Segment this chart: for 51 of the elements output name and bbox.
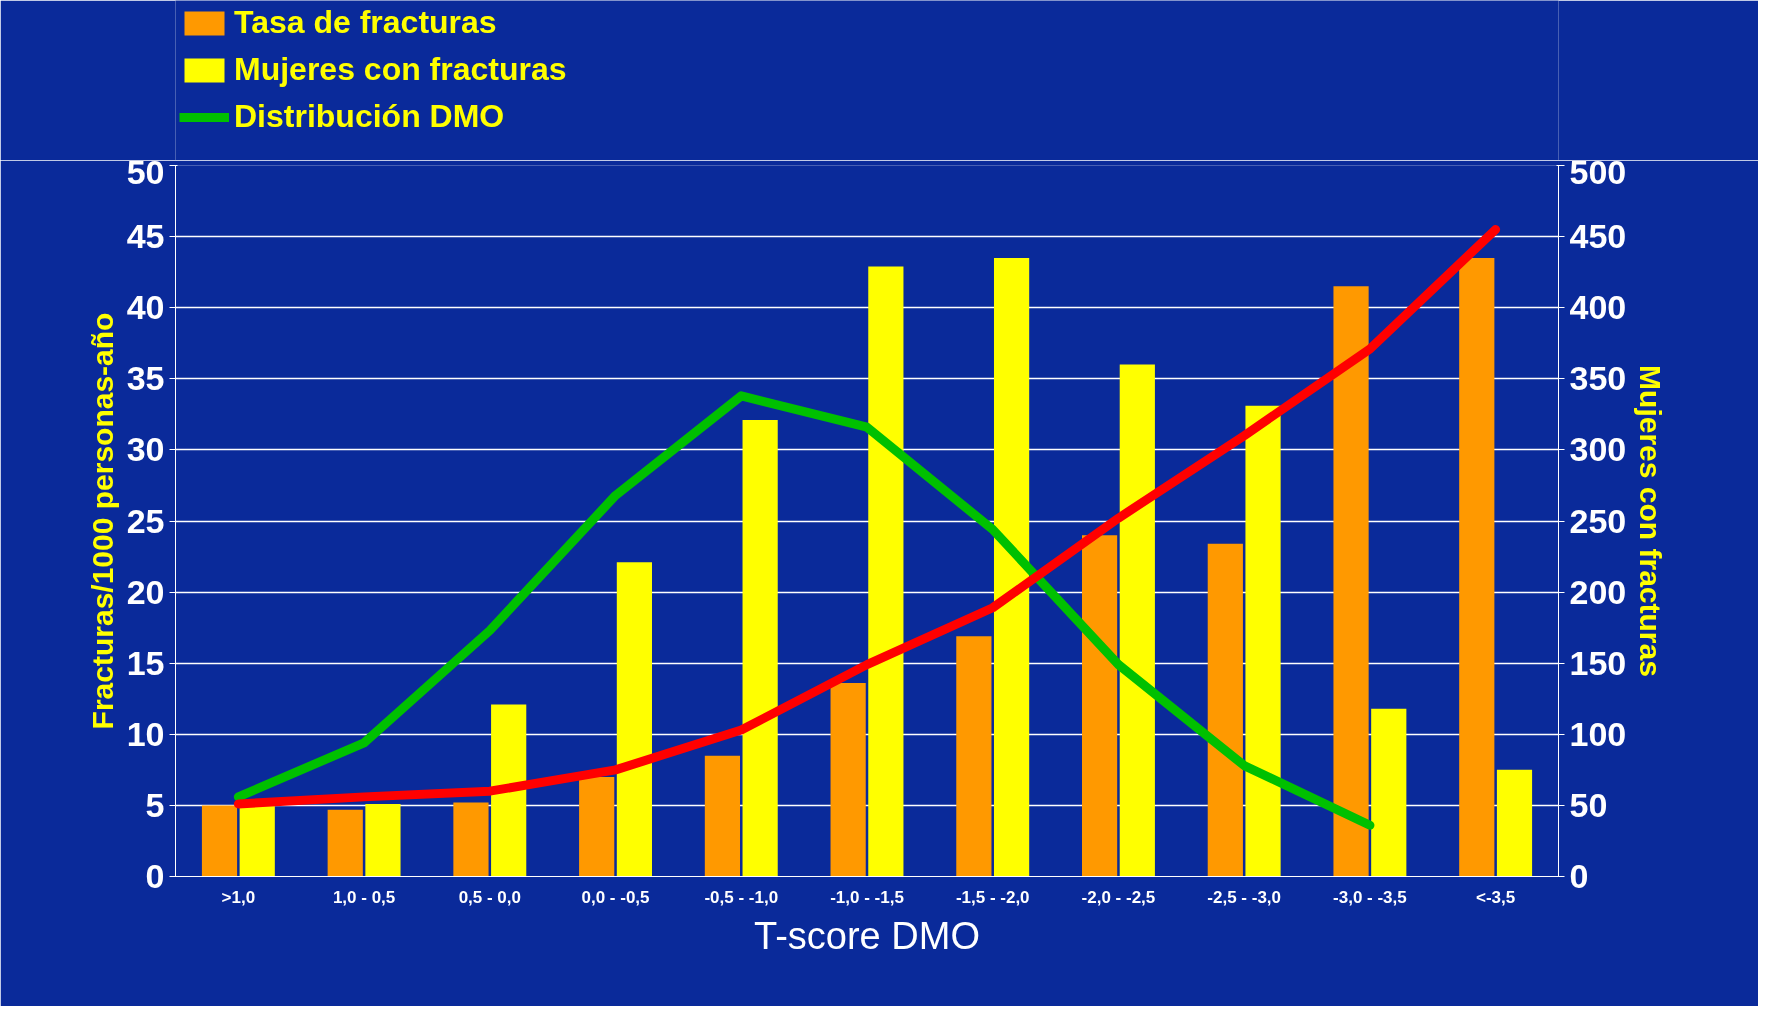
y-tick-label: 40 [126, 288, 165, 327]
y-tick-label: 35 [126, 359, 165, 398]
bar [1371, 708, 1407, 877]
x-tick-label: >1,0 [221, 887, 256, 907]
y2-tick-label: 350 [1569, 359, 1627, 398]
y-axis-title: Fracturas/1000 personas-año [85, 312, 119, 730]
y-tick-label: 10 [126, 714, 165, 753]
y-tick-label: 15 [126, 643, 165, 682]
bar [616, 562, 653, 877]
y2-tick-label: 500 [1569, 152, 1627, 191]
x-tick-label: 0,0 - -0,5 [581, 887, 650, 907]
bar [1333, 286, 1369, 877]
y2-tick-label: 0 [1569, 857, 1589, 895]
y-tick-label: 25 [126, 501, 165, 540]
bar [868, 266, 904, 877]
bar [704, 755, 741, 877]
legend-label: Mujeres con fracturas [234, 51, 567, 88]
y-tick-label: 45 [126, 217, 165, 256]
x-axis-title: T-score DMO [754, 914, 980, 957]
y-tick-label: 50 [126, 152, 165, 191]
bar [1496, 769, 1533, 877]
bar [579, 776, 615, 877]
y-tick-label: 0 [145, 857, 165, 895]
x-tick-label: -1,5 - -2,0 [955, 887, 1030, 907]
x-tick-label: -3,0 - -3,5 [1333, 887, 1407, 907]
x-tick-label: -2,0 - -2,5 [1081, 887, 1156, 907]
bar [742, 420, 778, 877]
y-tick-label: 5 [145, 785, 165, 824]
y2-tick-label: 450 [1569, 217, 1627, 256]
legend-label: Tasa de fracturas [234, 4, 497, 41]
bar [1459, 257, 1495, 877]
bar [993, 257, 1030, 877]
y2-tick-label: 50 [1569, 785, 1608, 824]
bar [491, 704, 527, 877]
x-tick-label: 1,0 - 0,5 [332, 887, 396, 907]
x-tick-label: -2,5 - -3,0 [1207, 887, 1282, 907]
legend-label: Distribución DMO [234, 98, 505, 135]
y2-tick-label: 100 [1569, 714, 1627, 753]
y-tick-label: 20 [126, 572, 165, 611]
y2-tick-label: 250 [1569, 501, 1627, 540]
x-tick-label: -0,5 - -1,0 [704, 887, 779, 907]
y2-tick-label: 400 [1569, 288, 1627, 327]
y-tick-label: 30 [126, 430, 165, 469]
bar [830, 683, 866, 877]
x-tick-label: 0,5 - 0,0 [458, 887, 522, 907]
x-tick-label: <-3,5 [1476, 887, 1516, 907]
y2-tick-label: 300 [1569, 430, 1627, 469]
y2-tick-label: 150 [1569, 643, 1627, 682]
y2-tick-label: 200 [1569, 572, 1627, 611]
x-tick-label: -1,0 - -1,5 [830, 887, 904, 907]
y2-axis-title: Mujeres con fracturas [1634, 365, 1668, 677]
